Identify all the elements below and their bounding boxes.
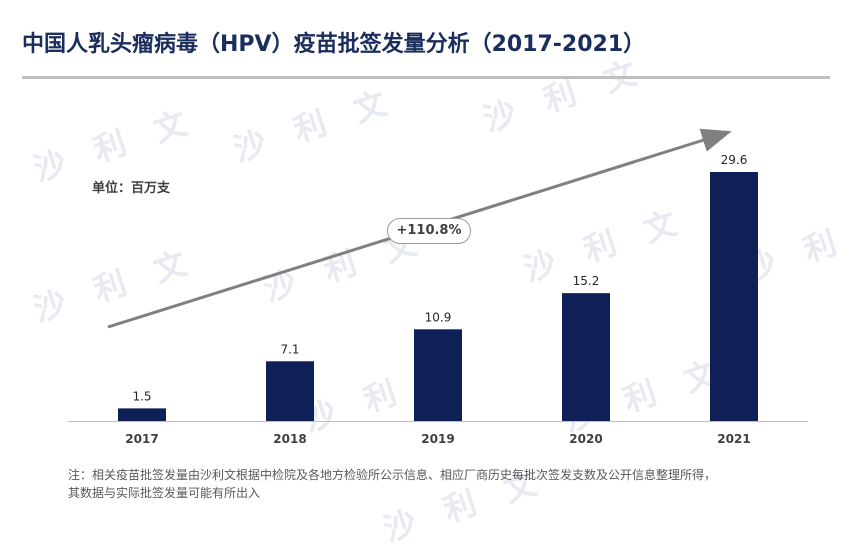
x-tick-label: 2018	[273, 432, 306, 446]
data-label: 10.9	[425, 310, 452, 324]
data-label: 15.2	[573, 274, 600, 288]
unit-label: 单位：百万支	[92, 181, 171, 196]
footnote-line-1: 注：相关疫苗批签发量由沙利文根据中检院及各地方检验所公示信息、相应厂商历史每批次…	[68, 468, 717, 482]
data-label: 1.5	[132, 389, 151, 403]
x-tick-label: 2021	[717, 432, 750, 446]
data-label: 29.6	[721, 153, 748, 167]
x-tick-label: 2019	[421, 432, 454, 446]
page-title: 中国人乳头瘤病毒（HPV）疫苗批签发量分析（2017-2021）	[22, 32, 646, 57]
data-label: 7.1	[280, 342, 299, 356]
x-tick-label: 2017	[125, 432, 158, 446]
title-divider	[22, 76, 830, 79]
bar	[562, 293, 610, 421]
footnote-line-2: 其数据与实际批签发量可能有所出入	[68, 486, 261, 500]
x-tick-label: 2020	[569, 432, 602, 446]
growth-rate-badge: +110.8%	[387, 218, 471, 244]
bar	[414, 329, 462, 421]
bar	[266, 361, 314, 421]
bar	[118, 408, 166, 421]
bar-chart: 1.5 2017 7.1 2018 10.9 2019 15.2 2020 29.6 2021	[68, 128, 808, 446]
footnote: 注：相关疫苗批签发量由沙利文根据中检院及各地方检验所公示信息、相应厂商历史每批次…	[68, 466, 828, 502]
bar	[710, 172, 758, 421]
